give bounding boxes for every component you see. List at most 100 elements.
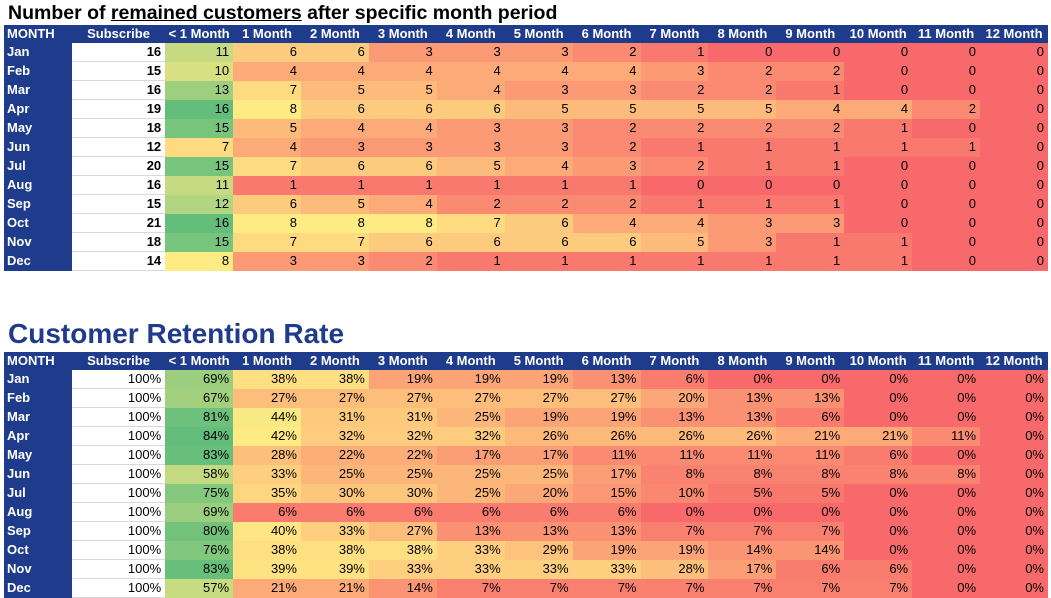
value-cell[interactable]: 14%: [708, 540, 777, 560]
value-cell[interactable]: 76%: [165, 540, 234, 560]
subscribe-cell[interactable]: 100%: [71, 483, 166, 503]
value-cell[interactable]: 1: [640, 137, 709, 157]
value-cell[interactable]: 80%: [165, 521, 234, 541]
value-cell[interactable]: 58%: [165, 464, 234, 484]
value-cell[interactable]: 30%: [368, 483, 437, 503]
value-cell[interactable]: 0: [980, 80, 1048, 100]
value-cell[interactable]: 7%: [708, 521, 777, 541]
value-cell[interactable]: 1: [708, 194, 777, 214]
value-cell[interactable]: 28%: [640, 559, 709, 579]
value-cell[interactable]: 28%: [233, 445, 301, 465]
value-cell[interactable]: 1: [776, 251, 845, 271]
value-cell[interactable]: 0: [980, 118, 1048, 138]
value-cell[interactable]: 0: [912, 194, 981, 214]
value-cell[interactable]: 2: [436, 194, 505, 214]
value-cell[interactable]: 1: [640, 251, 709, 271]
value-cell[interactable]: 1: [844, 137, 913, 157]
value-cell[interactable]: 6: [504, 213, 573, 233]
value-cell[interactable]: 39%: [300, 559, 369, 579]
value-cell[interactable]: 25%: [300, 464, 369, 484]
value-cell[interactable]: 0: [708, 43, 777, 62]
value-cell[interactable]: 33%: [368, 559, 437, 579]
value-cell[interactable]: 0%: [776, 502, 845, 522]
value-cell[interactable]: 11: [165, 175, 234, 195]
value-cell[interactable]: 0%: [708, 502, 777, 522]
value-cell[interactable]: 0: [980, 251, 1048, 271]
subscribe-cell[interactable]: 12: [71, 137, 166, 157]
value-cell[interactable]: 75%: [165, 483, 234, 503]
value-cell[interactable]: 19%: [572, 540, 641, 560]
value-cell[interactable]: 33%: [300, 521, 369, 541]
value-cell[interactable]: 3: [572, 156, 641, 176]
value-cell[interactable]: 11%: [572, 445, 641, 465]
value-cell[interactable]: 6: [368, 232, 437, 252]
value-cell[interactable]: 3: [504, 43, 573, 62]
value-cell[interactable]: 32%: [436, 426, 505, 446]
value-cell[interactable]: 1: [640, 194, 709, 214]
value-cell[interactable]: 27%: [300, 388, 369, 408]
value-cell[interactable]: 67%: [165, 388, 234, 408]
value-cell[interactable]: 27%: [436, 388, 505, 408]
value-cell[interactable]: 6: [300, 99, 369, 119]
value-cell[interactable]: 0%: [980, 521, 1048, 541]
value-cell[interactable]: 27%: [233, 388, 301, 408]
value-cell[interactable]: 4: [504, 156, 573, 176]
value-cell[interactable]: 27%: [368, 388, 437, 408]
value-cell[interactable]: 3: [368, 137, 437, 157]
value-cell[interactable]: 3: [368, 43, 437, 62]
subscribe-cell[interactable]: 19: [71, 99, 166, 119]
value-cell[interactable]: 6: [300, 156, 369, 176]
value-cell[interactable]: 6%: [300, 502, 369, 522]
value-cell[interactable]: 5: [504, 99, 573, 119]
value-cell[interactable]: 0: [980, 99, 1048, 119]
value-cell[interactable]: 10%: [640, 483, 709, 503]
value-cell[interactable]: 13%: [572, 370, 641, 389]
value-cell[interactable]: 6%: [504, 502, 573, 522]
value-cell[interactable]: 4: [572, 213, 641, 233]
value-cell[interactable]: 1: [776, 194, 845, 214]
value-cell[interactable]: 3: [504, 137, 573, 157]
value-cell[interactable]: 17%: [572, 464, 641, 484]
value-cell[interactable]: 83%: [165, 559, 234, 579]
value-cell[interactable]: 0: [708, 175, 777, 195]
value-cell[interactable]: 19%: [504, 407, 573, 427]
value-cell[interactable]: 32%: [368, 426, 437, 446]
value-cell[interactable]: 5: [708, 99, 777, 119]
value-cell[interactable]: 7: [300, 232, 369, 252]
value-cell[interactable]: 5%: [708, 483, 777, 503]
value-cell[interactable]: 33%: [233, 464, 301, 484]
value-cell[interactable]: 3: [504, 80, 573, 100]
value-cell[interactable]: 8: [233, 213, 301, 233]
value-cell[interactable]: 1: [436, 175, 505, 195]
value-cell[interactable]: 6%: [844, 559, 913, 579]
value-cell[interactable]: 35%: [233, 483, 301, 503]
value-cell[interactable]: 3: [300, 251, 369, 271]
value-cell[interactable]: 7%: [708, 578, 777, 598]
value-cell[interactable]: 0%: [776, 370, 845, 389]
value-cell[interactable]: 0: [844, 175, 913, 195]
value-cell[interactable]: 40%: [233, 521, 301, 541]
value-cell[interactable]: 3: [708, 232, 777, 252]
value-cell[interactable]: 1: [504, 251, 573, 271]
value-cell[interactable]: 2: [708, 80, 777, 100]
value-cell[interactable]: 3: [436, 43, 505, 62]
value-cell[interactable]: 6: [233, 43, 301, 62]
value-cell[interactable]: 0: [980, 43, 1048, 62]
value-cell[interactable]: 69%: [165, 370, 234, 389]
value-cell[interactable]: 8%: [844, 464, 913, 484]
value-cell[interactable]: 6: [572, 232, 641, 252]
value-cell[interactable]: 2: [368, 251, 437, 271]
value-cell[interactable]: 30%: [300, 483, 369, 503]
value-cell[interactable]: 0: [912, 43, 981, 62]
value-cell[interactable]: 38%: [300, 370, 369, 389]
value-cell[interactable]: 0%: [912, 445, 981, 465]
value-cell[interactable]: 5: [436, 156, 505, 176]
value-cell[interactable]: 22%: [300, 445, 369, 465]
subscribe-cell[interactable]: 100%: [71, 464, 166, 484]
value-cell[interactable]: 11%: [708, 445, 777, 465]
value-cell[interactable]: 0: [912, 175, 981, 195]
value-cell[interactable]: 7%: [504, 578, 573, 598]
value-cell[interactable]: 7: [233, 156, 301, 176]
value-cell[interactable]: 8%: [776, 464, 845, 484]
value-cell[interactable]: 7%: [640, 578, 709, 598]
